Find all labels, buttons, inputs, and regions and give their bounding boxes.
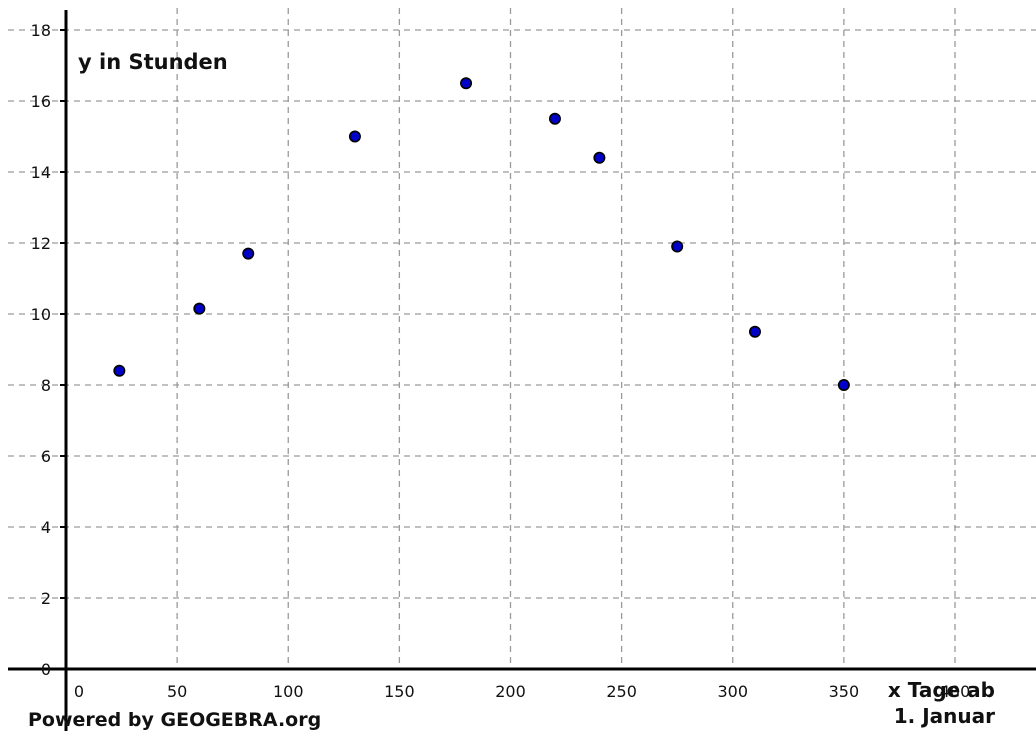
y-axis-label: y in Stunden bbox=[78, 50, 228, 74]
x-tick-label: 350 bbox=[829, 682, 860, 701]
data-point bbox=[548, 112, 561, 125]
data-point bbox=[837, 378, 850, 391]
y-tick-label: 2 bbox=[41, 589, 51, 608]
y-tick-label: 6 bbox=[41, 447, 51, 466]
data-point bbox=[348, 130, 361, 143]
data-point bbox=[460, 77, 473, 90]
y-tick-label: 16 bbox=[31, 92, 51, 111]
x-tick-label: 0 bbox=[74, 682, 84, 701]
y-tick-label: 8 bbox=[41, 376, 51, 395]
x-tick-labels: 0 50 100 150 200 250 300 350 400 bbox=[74, 682, 970, 701]
y-tick-label: 0 bbox=[41, 660, 51, 679]
geogebra-credit: Powered by GEOGEBRA.org bbox=[28, 709, 321, 731]
x-tick-label: 150 bbox=[384, 682, 415, 701]
y-tick-labels: 0 2 4 6 8 10 12 14 16 18 bbox=[31, 21, 66, 679]
grid bbox=[8, 8, 1036, 669]
x-tick-label: 400 bbox=[940, 682, 971, 701]
y-tick-label: 14 bbox=[31, 163, 51, 182]
x-axis-label-line-1: x Tage ab bbox=[888, 678, 995, 702]
data-point bbox=[593, 151, 606, 164]
x-axis-label-line-2: 1. Januar bbox=[894, 704, 995, 728]
x-tick-label: 200 bbox=[495, 682, 526, 701]
axes bbox=[8, 10, 1036, 731]
y-tick-label: 18 bbox=[31, 21, 51, 40]
x-tick-label: 250 bbox=[606, 682, 637, 701]
x-tick-label: 50 bbox=[167, 682, 187, 701]
x-tick-label: 100 bbox=[273, 682, 304, 701]
y-tick-label: 12 bbox=[31, 234, 51, 253]
data-points bbox=[113, 77, 850, 391]
data-point bbox=[748, 325, 761, 338]
data-point bbox=[671, 240, 684, 253]
data-point bbox=[193, 302, 206, 315]
y-tick-label: 4 bbox=[41, 518, 51, 537]
data-point bbox=[242, 247, 255, 260]
y-tick-label: 10 bbox=[31, 305, 51, 324]
x-tick-label: 300 bbox=[717, 682, 748, 701]
data-point bbox=[113, 364, 126, 377]
